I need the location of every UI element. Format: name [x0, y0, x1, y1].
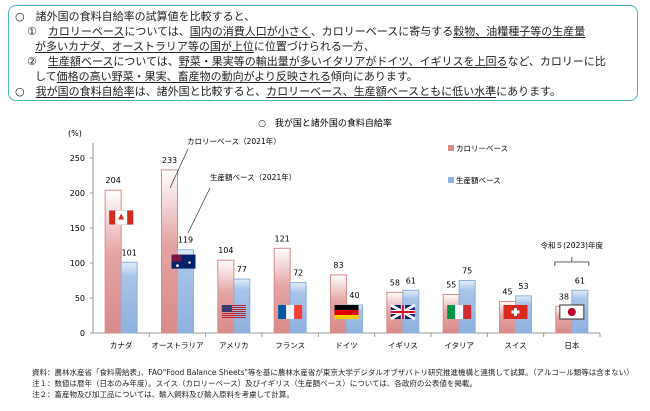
- notes: 資料：農林水産省「食料需給表」、FAO"Food Balance Sheets"…: [32, 367, 634, 400]
- text: カロリーベース、生産額ベースともに低い水準: [266, 85, 497, 98]
- legend-swatch: [448, 145, 454, 151]
- summary-line: ① カロリーベースについては、国内の消費人口が小さく、カロリーベースに寄与する穀…: [15, 24, 631, 39]
- y-tick-label: 50: [75, 294, 85, 303]
- summary-line: して価格の高い野菜・果実、畜産物の動向がより反映される傾向にあります。: [15, 69, 631, 84]
- text: に位置づけられる一方、: [253, 40, 375, 53]
- production-bar: [177, 249, 194, 334]
- text: ②: [27, 55, 48, 68]
- switzerland-flag-icon: [503, 305, 528, 319]
- text: ○: [15, 85, 36, 98]
- chart-title: ○ 我が国と諸外国の食料自給率: [258, 117, 392, 129]
- bar-value-label: 77: [237, 265, 247, 274]
- bracket: [554, 257, 590, 266]
- text: 、カロリーベースに寄与する: [310, 25, 454, 38]
- category-label: 日本: [564, 340, 579, 350]
- france-flag-icon: [278, 305, 303, 319]
- text: 傾向にあります。: [330, 70, 418, 83]
- category-label: カナダ: [110, 340, 133, 350]
- text: については、: [113, 55, 179, 68]
- production-bar: [233, 278, 251, 334]
- bar-value-label: 121: [275, 234, 290, 243]
- bar-value-label: 40: [349, 291, 359, 300]
- text: が多いカナダ、オーストラリア等の国が上位: [35, 40, 254, 53]
- australia-flag-icon: [171, 254, 196, 269]
- text: にあります。: [496, 85, 561, 98]
- calorie-bar: [273, 247, 291, 334]
- category-label: スイス: [504, 341, 526, 350]
- bar-value-label: 119: [178, 236, 193, 245]
- category-label: オーストラリア: [151, 341, 203, 350]
- note-2: 注２：畜産物及び加工品については、輸入飼料及び輸入原料を考慮して計算。: [32, 390, 294, 399]
- bar-value-label: 104: [218, 246, 233, 255]
- source-note: 資料：農林水産省「食料需給表」、FAO"Food Balance Sheets"…: [32, 368, 634, 377]
- text: は、諸外国と比較すると、: [134, 85, 267, 98]
- bar-value-label: 55: [446, 281, 456, 290]
- calorie-bar: [104, 189, 122, 334]
- text: ①: [27, 25, 48, 38]
- legend-swatch: [448, 177, 454, 183]
- text: 国内の消費人口が小さく: [189, 25, 311, 38]
- germany-flag-icon: [334, 305, 359, 319]
- bar-value-label: 38: [559, 292, 569, 301]
- legend-label: カロリーベース: [456, 144, 508, 153]
- y-tick-label: 100: [70, 259, 85, 268]
- annotation-calorie: カロリーベース（2021年）: [187, 136, 281, 146]
- bar-value-label: 83: [333, 261, 343, 270]
- y-tick-label: 200: [70, 189, 85, 198]
- usa-flag-icon: [221, 305, 246, 318]
- y-axis-label: (%): [68, 129, 82, 138]
- y-tick-label: 0: [80, 329, 85, 338]
- annotation-production: 生産額ベース（2021年）: [210, 172, 296, 182]
- summary-line: ○ 諸外国の食料自給率の試算値を比較すると、: [15, 9, 631, 24]
- category-label: フランス: [275, 341, 305, 350]
- bar-value-label: 53: [518, 282, 528, 291]
- note-1: 注１：数値は暦年（日本のみ年度）。スイス（カロリーベース）及びイギリス（生産額ベ…: [32, 379, 477, 388]
- text: など、カロリーに比: [507, 55, 606, 68]
- annotation-leader: [169, 148, 189, 189]
- y-tick-label: 150: [70, 224, 85, 233]
- bar-value-label: 61: [406, 276, 416, 285]
- bar-value-label: 45: [502, 288, 512, 297]
- bar-value-label: 61: [575, 276, 585, 285]
- category-label: イギリス: [388, 341, 418, 350]
- bar-value-label: 75: [462, 267, 472, 276]
- bar-value-label: 233: [162, 156, 177, 165]
- italy-flag-icon: [447, 305, 472, 319]
- annotation-leader: [187, 187, 211, 234]
- uk-flag-icon: [390, 303, 416, 321]
- legend-label: 生産額ベース: [456, 175, 501, 185]
- text: については、: [124, 25, 190, 38]
- calorie-bar: [161, 169, 178, 334]
- bar-value-label: 204: [106, 176, 121, 185]
- self-sufficiency-chart: ○ 我が国と諸外国の食料自給率 (%) 0 50 100 150 200 250 204 10…: [68, 117, 604, 350]
- text: 野菜・果実等の輸出量が多いイタリアがドイツ、イギリスを上回る: [178, 55, 508, 68]
- text: して: [35, 70, 57, 83]
- category-label: アメリカ: [219, 341, 249, 350]
- canada-flag-icon: [108, 210, 134, 225]
- bar-value-label: 58: [390, 278, 400, 287]
- calorie-bar: [330, 274, 347, 334]
- category-label: ドイツ: [335, 341, 358, 350]
- y-tick-label: 250: [70, 154, 85, 163]
- text: ○ 諸外国の食料自給率の試算値を比較すると、: [15, 10, 256, 23]
- bar-value-label: 101: [122, 248, 137, 257]
- bar-value-label: 72: [293, 269, 303, 278]
- category-label: イタリア: [444, 341, 474, 350]
- summary-line: ② 生産額ベースについては、野菜・果実等の輸出量が多いイタリアがドイツ、イギリス…: [15, 54, 631, 69]
- text: 価格の高い野菜・果実、畜産物の動向がより反映される: [56, 70, 331, 83]
- production-bar: [120, 261, 138, 334]
- text: カロリーベース: [47, 25, 125, 38]
- calorie-bar: [217, 259, 235, 334]
- text: 我が国の食料自給率: [35, 85, 135, 98]
- japan-flag-icon: [559, 304, 585, 320]
- summary-line: が多いカナダ、オーストラリア等の国が上位に位置づけられる一方、: [15, 39, 631, 54]
- text: 穀物、油糧種子等の生産量: [453, 25, 586, 38]
- summary-line: ○ 我が国の食料自給率は、諸外国と比較すると、カロリーベース、生産額ベースともに…: [15, 84, 631, 99]
- annotation-japan-year: 令和５(2023)年度: [541, 240, 604, 250]
- text: 生産額ベース: [47, 55, 114, 68]
- summary-box: ○ 諸外国の食料自給率の試算値を比較すると、 ① カロリーベースについては、国内…: [8, 5, 638, 101]
